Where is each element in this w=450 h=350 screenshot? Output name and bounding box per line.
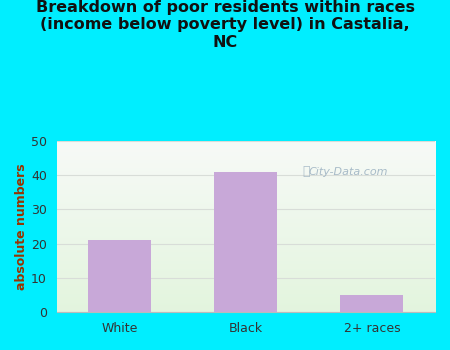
- Text: City-Data.com: City-Data.com: [308, 167, 388, 177]
- Bar: [340, 295, 404, 312]
- Text: ⦿: ⦿: [302, 165, 310, 178]
- Text: Breakdown of poor residents within races
(income below poverty level) in Castali: Breakdown of poor residents within races…: [36, 0, 414, 50]
- Bar: [340, 295, 404, 312]
- Bar: [214, 172, 277, 312]
- Bar: [214, 172, 277, 312]
- Bar: [88, 240, 151, 312]
- Bar: [88, 240, 151, 312]
- Y-axis label: absolute numbers: absolute numbers: [15, 163, 28, 290]
